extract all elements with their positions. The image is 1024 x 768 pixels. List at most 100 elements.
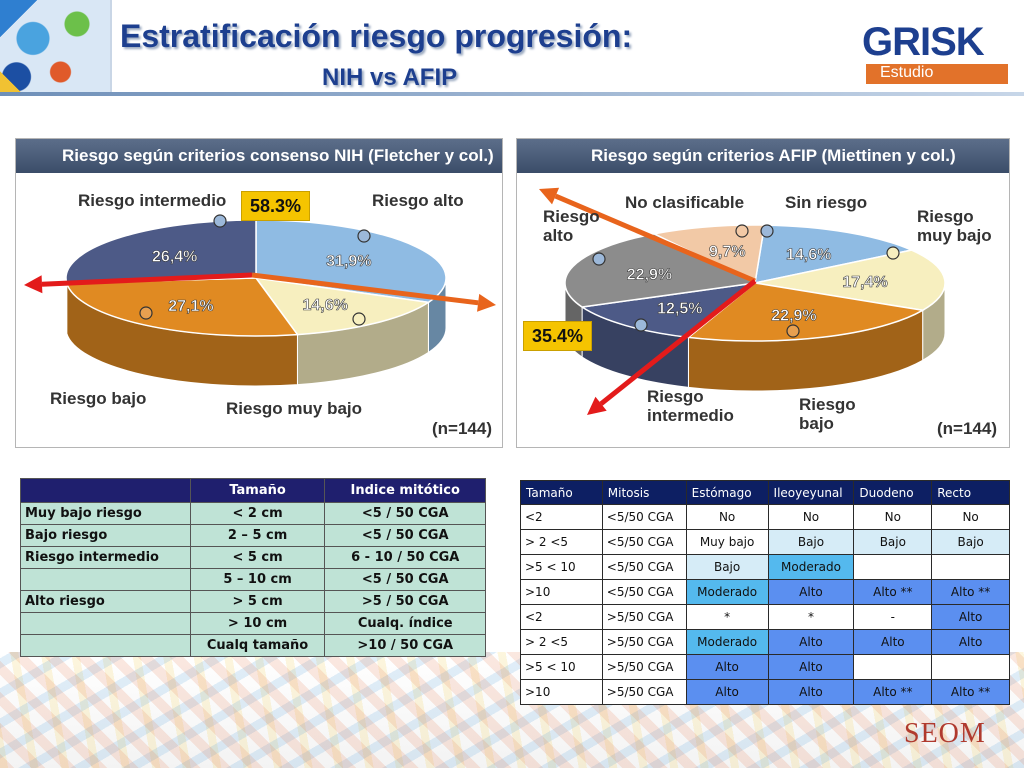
table-cell: <2 xyxy=(520,504,603,530)
seom-logo: SEOM xyxy=(904,718,986,749)
mosaic-decoration xyxy=(0,0,112,96)
afip-pie-chart: 14,6% 17,4% 22,9% 12,5% 22,9% 9,7% xyxy=(539,187,946,415)
table-cell: > 2 <5 xyxy=(520,629,603,655)
nih-value-label-2: 27,1% xyxy=(168,298,213,315)
afip-label-alto: Riesgo alto xyxy=(543,207,600,245)
afip-slice-3 xyxy=(580,281,758,339)
table-row: > 2 <5 <5/50 CGA Muy bajo Bajo Bajo Bajo xyxy=(520,529,1010,555)
nih-orange-arrow-head xyxy=(477,293,496,312)
nih-label-intermedio: Riesgo intermedio xyxy=(78,191,227,210)
table-cell: >10 xyxy=(520,579,603,605)
afip-label-muy-bajo: Riesgo muy bajo xyxy=(917,207,992,245)
table-cell: >5/50 CGA xyxy=(601,604,687,630)
table-cell: > 5 cm xyxy=(189,590,326,613)
table-row: >10 >5/50 CGA Alto Alto Alto ** Alto ** xyxy=(520,679,1010,705)
table-row: >10 <5/50 CGA Moderado Alto Alto ** Alto ** xyxy=(520,579,1010,605)
table-cell: Bajo riesgo xyxy=(20,524,191,547)
afip-orange-arrow-head xyxy=(539,187,560,205)
nih-marker-intermedio xyxy=(213,214,227,228)
afip-n-label: (n=144) xyxy=(937,419,997,438)
nih-value-label-1: 14,6% xyxy=(302,297,347,314)
nih-red-arrow-shaft xyxy=(41,272,253,287)
table-cell: >5/50 CGA xyxy=(601,654,687,680)
afip-value-label-2: 22,9% xyxy=(771,307,816,324)
afip-chart-title: Riesgo según criterios AFIP (Miettinen y… xyxy=(517,139,1009,173)
nih-table-header xyxy=(20,478,191,503)
table-row: Riesgo intermedio < 5 cm 6 - 10 / 50 CGA xyxy=(20,546,486,569)
table-cell: <5 / 50 CGA xyxy=(324,524,486,547)
table-cell: <5/50 CGA xyxy=(601,529,687,555)
table-cell: >5 < 10 xyxy=(520,654,603,680)
table-row: Bajo riesgo 2 – 5 cm <5 / 50 CGA xyxy=(20,524,486,547)
nih-marker-muy-bajo xyxy=(352,312,366,326)
nih-value-label-0: 31,9% xyxy=(326,253,371,270)
nih-pie-chart: 31,9% 14,6% 27,1% 26,4% xyxy=(24,214,496,387)
table-cell: >5 < 10 xyxy=(520,554,603,580)
table-row: Cualq tamaño >10 / 50 CGA xyxy=(20,634,486,657)
nih-chart-title: Riesgo según criterios consenso NIH (Fle… xyxy=(16,139,502,173)
table-row: 5 – 10 cm <5 / 50 CGA xyxy=(20,568,486,591)
table-cell: Riesgo intermedio xyxy=(20,546,191,569)
table-cell: - xyxy=(853,604,933,630)
table-cell: Bajo xyxy=(685,554,769,580)
afip-table-header: Recto xyxy=(931,480,1010,505)
afip-marker-muy-bajo xyxy=(886,246,900,260)
table-cell: Alto xyxy=(931,604,1010,630)
nih-table-header: Indice mitótico xyxy=(324,478,486,503)
table-cell: <2 xyxy=(520,604,603,630)
afip-criteria-table: Tamaño Mitosis Estómago Ileoyeyunal Duod… xyxy=(520,480,1010,705)
afip-value-label-3: 12,5% xyxy=(657,301,702,318)
table-cell: Moderado xyxy=(685,579,769,605)
table-cell: Bajo xyxy=(767,529,855,555)
afip-label-sin-riesgo: Sin riesgo xyxy=(785,193,868,212)
table-cell: 6 - 10 / 50 CGA xyxy=(324,546,486,569)
page-subtitle: NIH vs AFIP xyxy=(322,64,458,91)
table-cell: Moderado xyxy=(685,629,769,655)
table-cell: Cualq. índice xyxy=(324,612,486,635)
table-cell: Alto ** xyxy=(853,579,933,605)
table-cell xyxy=(20,612,191,635)
table-row: > 2 <5 >5/50 CGA Moderado Alto Alto Alto xyxy=(520,629,1010,655)
nih-value-label-3: 26,4% xyxy=(152,248,197,265)
table-cell: <5/50 CGA xyxy=(601,579,687,605)
table-cell: Alto ** xyxy=(931,579,1010,605)
afip-value-label-1: 17,4% xyxy=(842,274,887,291)
table-cell: >5/50 CGA xyxy=(601,679,687,705)
table-cell xyxy=(853,554,933,580)
table-cell: Muy bajo xyxy=(685,529,769,555)
nih-chart-panel: Riesgo según criterios consenso NIH (Fle… xyxy=(15,138,503,448)
table-row: Alto riesgo > 5 cm >5 / 50 CGA xyxy=(20,590,486,613)
table-cell: Alto ** xyxy=(931,679,1010,705)
table-cell: Alto xyxy=(931,629,1010,655)
table-cell: <5/50 CGA xyxy=(601,504,687,530)
table-cell: > 10 cm xyxy=(189,612,326,635)
table-cell: Muy bajo riesgo xyxy=(20,502,191,525)
afip-table-header: Tamaño xyxy=(520,480,603,505)
table-cell: Alto riesgo xyxy=(20,590,191,613)
afip-table-header: Estómago xyxy=(685,480,769,505)
table-row: <2 <5/50 CGA No No No No xyxy=(520,504,1010,530)
afip-marker-bajo xyxy=(786,324,800,338)
table-row: Muy bajo riesgo < 2 cm <5 / 50 CGA xyxy=(20,502,486,525)
afip-label-intermedio: Riesgo intermedio xyxy=(647,387,734,425)
table-cell: No xyxy=(767,504,855,530)
table-cell: * xyxy=(685,604,769,630)
nih-marker-bajo xyxy=(139,306,153,320)
table-cell xyxy=(20,634,191,657)
afip-slice-0 xyxy=(754,224,914,284)
table-cell: >10 / 50 CGA xyxy=(324,634,486,657)
afip-marker-intermedio xyxy=(634,318,648,332)
table-cell: <5/50 CGA xyxy=(601,554,687,580)
afip-slice-2 xyxy=(686,282,925,342)
afip-orange-arrow-shaft xyxy=(554,193,756,284)
table-cell: Alto xyxy=(767,654,855,680)
nih-slice-1 xyxy=(254,277,431,336)
table-cell: Cualq tamaño xyxy=(189,634,326,657)
logo-band: Estudio xyxy=(866,64,1008,84)
table-cell: Alto xyxy=(767,579,855,605)
afip-table-header: Ileoyeyunal xyxy=(767,480,855,505)
table-cell xyxy=(931,554,1010,580)
nih-callout: 58.3% xyxy=(241,191,311,221)
afip-red-arrow-head xyxy=(587,396,607,415)
nih-table-header: Tamaño xyxy=(189,478,326,503)
